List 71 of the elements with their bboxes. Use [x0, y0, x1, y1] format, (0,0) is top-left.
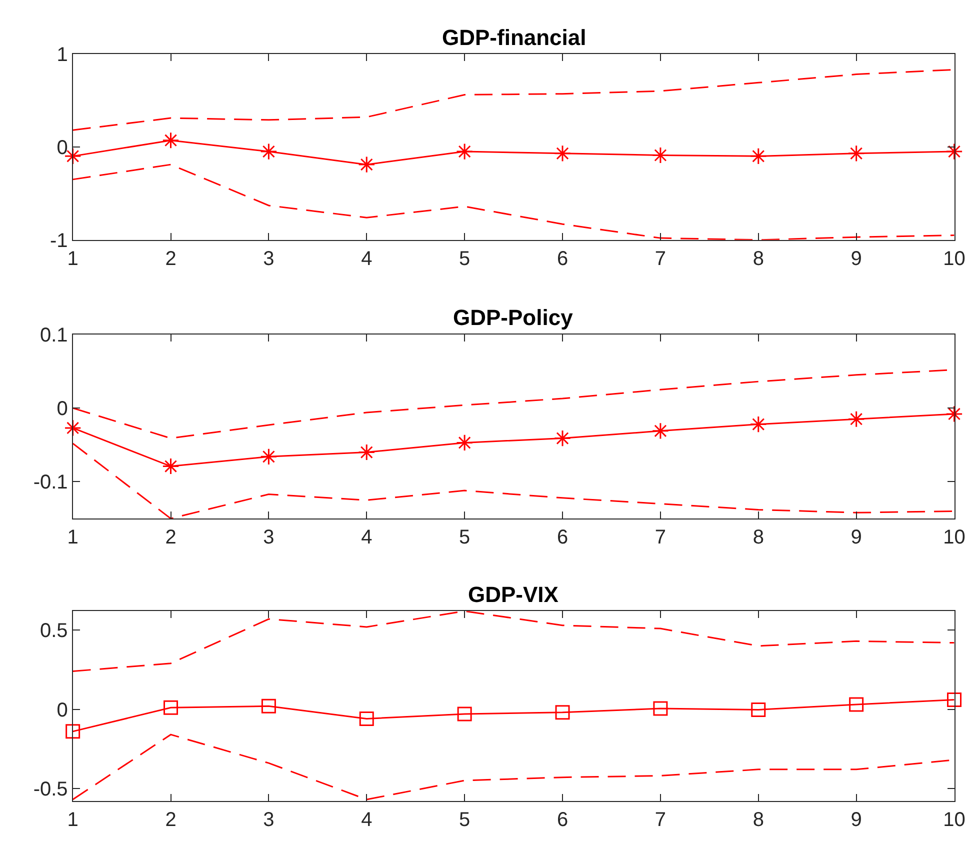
- point: [164, 700, 178, 715]
- x-tick-label: 7: [654, 248, 666, 270]
- x-tick-label: 7: [654, 809, 666, 832]
- y-tick-label: -0.1: [33, 472, 68, 494]
- x-tick-label: 9: [850, 809, 862, 832]
- x-tick-label: 4: [361, 248, 372, 270]
- point: [849, 697, 864, 712]
- point: [261, 698, 276, 714]
- x-tick-label: 2: [165, 248, 176, 270]
- point: [555, 705, 570, 720]
- point: [162, 132, 180, 149]
- x-tick-label: 9: [850, 526, 862, 549]
- point: [260, 448, 278, 466]
- point: [750, 148, 767, 165]
- point: [456, 142, 474, 160]
- point: [456, 434, 474, 452]
- point: [64, 419, 82, 437]
- x-tick-label: 2: [165, 809, 176, 832]
- x-tick-label: 3: [263, 809, 274, 832]
- point: [66, 724, 80, 739]
- x-tick-label: 9: [850, 248, 862, 270]
- line-series: [72, 611, 954, 672]
- point: [457, 706, 472, 722]
- chart-title: GDP-Policy: [453, 305, 574, 330]
- x-tick-label: 6: [556, 809, 568, 832]
- x-tick-label: 2: [165, 526, 176, 549]
- x-tick-label: 7: [654, 526, 666, 549]
- point: [652, 422, 669, 440]
- x-tick-label: 4: [361, 809, 372, 832]
- y-tick-label: 1: [56, 44, 68, 66]
- y-tick-label: 0.5: [40, 620, 68, 642]
- point: [358, 156, 376, 174]
- y-tick-label: -1: [50, 230, 68, 252]
- point: [260, 142, 278, 160]
- point: [554, 144, 572, 162]
- point: [554, 430, 572, 447]
- x-tick-label: 10: [943, 809, 966, 832]
- line-series: [72, 442, 954, 519]
- x-tick-label: 10: [943, 248, 966, 270]
- x-tick-label: 5: [459, 809, 470, 832]
- y-tick-label: 0: [56, 398, 68, 420]
- x-tick-label: 6: [556, 526, 568, 549]
- point: [947, 692, 962, 708]
- line-series: [72, 164, 954, 240]
- x-tick-label: 8: [752, 526, 764, 549]
- y-tick-label: 0: [56, 699, 68, 722]
- chart-title: GDP-VIX: [468, 582, 559, 607]
- y-tick-label: -0.5: [33, 778, 68, 800]
- y-tick-label: 0.1: [40, 324, 68, 346]
- point: [848, 410, 865, 428]
- point: [946, 405, 963, 423]
- chart-title: GDP-financial: [442, 25, 586, 50]
- point: [848, 144, 865, 162]
- point: [750, 416, 767, 433]
- x-tick-label: 5: [459, 248, 470, 270]
- point: [652, 146, 669, 164]
- x-tick-label: 6: [556, 248, 568, 270]
- x-tick-label: 8: [752, 809, 764, 832]
- point: [358, 444, 376, 461]
- y-tick-label: 0: [56, 136, 68, 159]
- point: [162, 458, 180, 475]
- point: [359, 712, 374, 726]
- x-tick-label: 10: [943, 526, 966, 549]
- x-tick-label: 3: [263, 526, 274, 549]
- point: [946, 142, 963, 160]
- point: [751, 702, 766, 717]
- point: [653, 701, 668, 716]
- x-tick-label: 8: [752, 248, 764, 270]
- x-tick-label: 3: [263, 248, 274, 270]
- x-tick-label: 4: [361, 526, 372, 549]
- x-tick-label: 5: [459, 526, 470, 549]
